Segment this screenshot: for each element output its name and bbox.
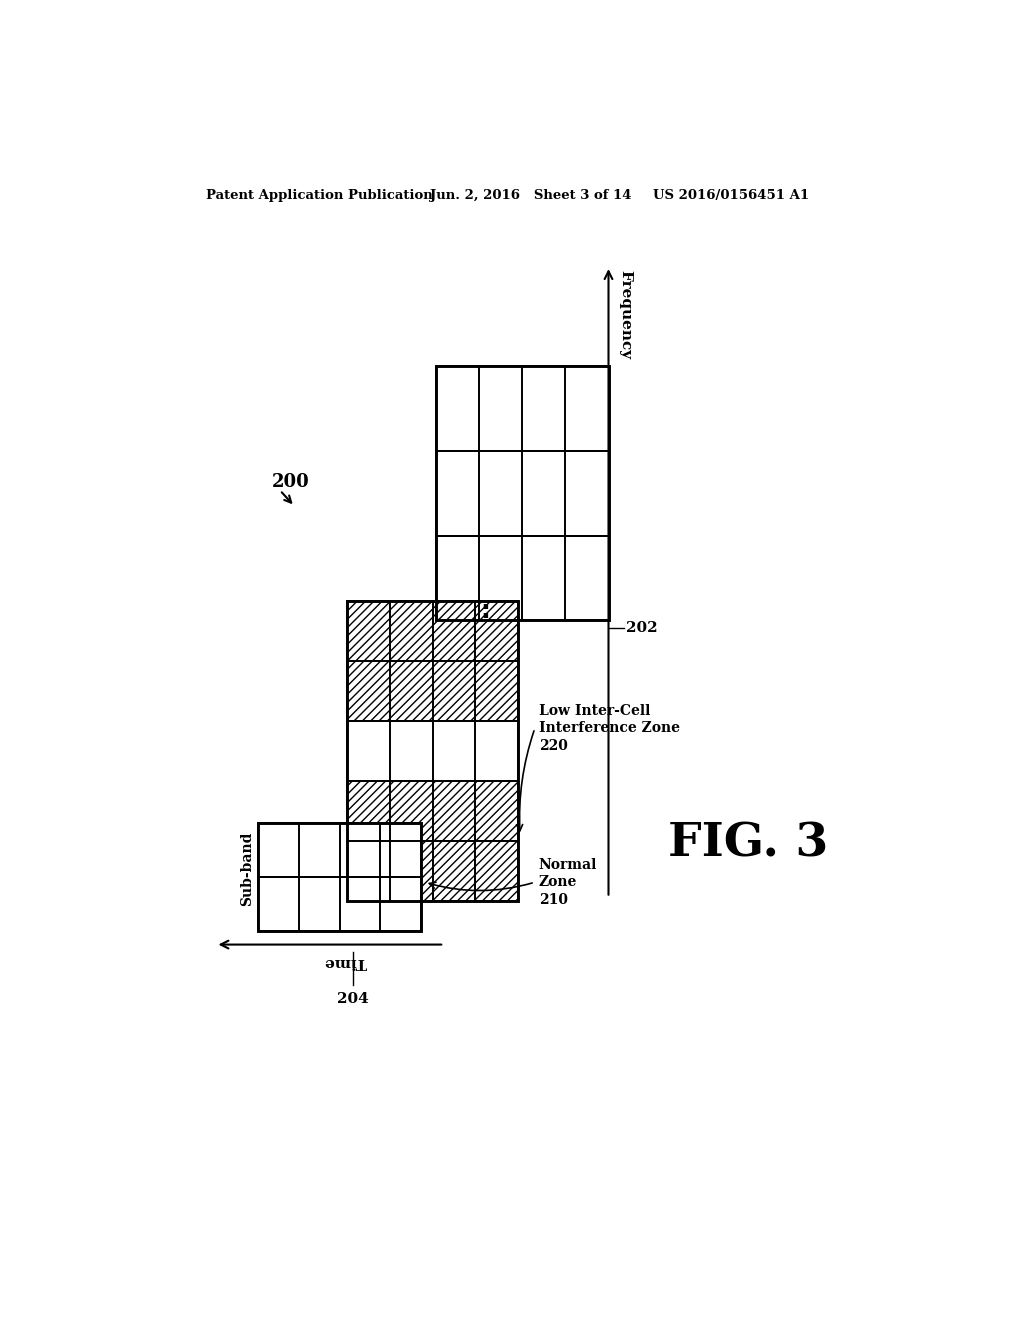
- Text: Patent Application Publication: Patent Application Publication: [206, 189, 432, 202]
- Bar: [258, 822, 421, 931]
- Bar: [347, 781, 518, 841]
- Text: Normal
Zone
210: Normal Zone 210: [539, 858, 597, 907]
- Bar: [436, 536, 608, 620]
- Text: FIG. 3: FIG. 3: [668, 821, 828, 867]
- Bar: [347, 661, 518, 721]
- Text: US 2016/0156451 A1: US 2016/0156451 A1: [653, 189, 810, 202]
- Bar: [436, 366, 608, 451]
- Bar: [258, 876, 421, 931]
- Bar: [347, 601, 518, 902]
- Bar: [258, 822, 421, 876]
- Bar: [347, 601, 518, 661]
- Text: Sub-band: Sub-band: [241, 832, 254, 907]
- Text: 204: 204: [337, 993, 369, 1006]
- Text: Jun. 2, 2016   Sheet 3 of 14: Jun. 2, 2016 Sheet 3 of 14: [430, 189, 632, 202]
- Text: Frequency: Frequency: [617, 271, 632, 359]
- Bar: [347, 721, 518, 781]
- Text: 202: 202: [626, 622, 657, 635]
- Bar: [347, 841, 518, 902]
- Text: 200: 200: [271, 473, 309, 491]
- Bar: [436, 451, 608, 536]
- Bar: [436, 367, 608, 620]
- Text: Time: Time: [324, 954, 367, 969]
- Text: :: :: [480, 599, 489, 623]
- Text: Low Inter-Cell
Interference Zone
220: Low Inter-Cell Interference Zone 220: [539, 704, 680, 752]
